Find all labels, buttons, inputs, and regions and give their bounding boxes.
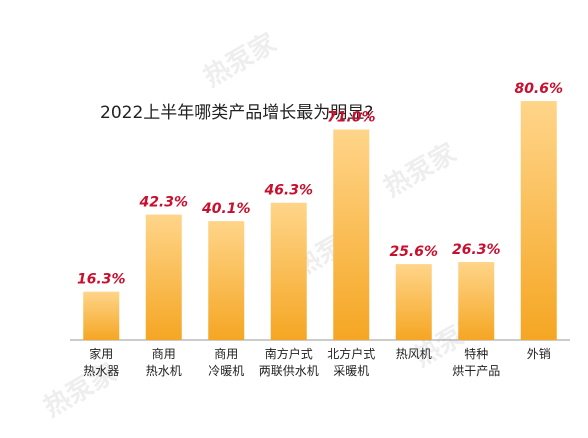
x-tick-label: 热水机 <box>146 364 182 378</box>
bar <box>333 129 370 340</box>
data-label: 46.3% <box>263 183 313 199</box>
x-tick-label: 冷暖机 <box>208 364 244 378</box>
data-label: 26.3% <box>452 242 501 258</box>
x-tick-label: 两联供水机 <box>259 364 319 378</box>
x-tick-label: 热水器 <box>83 364 119 378</box>
bar <box>270 202 307 340</box>
bar <box>83 291 120 340</box>
x-tick-label: 北方户式 <box>327 346 375 361</box>
data-label: 71.0% <box>327 110 376 126</box>
data-label: 25.6% <box>389 244 438 260</box>
data-label: 80.6% <box>514 81 563 97</box>
x-tick-label: 热风机 <box>396 347 432 361</box>
bar <box>145 214 182 340</box>
x-tick-label: 烘干产品 <box>452 364 500 378</box>
x-tick-label: 家用 <box>89 346 113 361</box>
bar <box>520 101 557 340</box>
x-tick-label: 特种 <box>464 346 488 361</box>
x-tick-label: 外销 <box>527 347 551 361</box>
bar <box>208 221 245 340</box>
data-label: 40.1% <box>201 201 251 217</box>
chart-title: 2022上半年哪类产品增长最为明显? <box>100 103 374 123</box>
data-label: 42.3% <box>138 195 188 211</box>
x-tick-label: 南方户式 <box>265 346 313 361</box>
data-label: 16.3% <box>77 272 126 288</box>
bar <box>395 264 432 340</box>
x-tick-label: 采暖机 <box>333 364 369 378</box>
bar <box>458 262 495 340</box>
x-tick-label: 商用 <box>214 346 238 361</box>
x-tick-label: 商用 <box>152 346 176 361</box>
